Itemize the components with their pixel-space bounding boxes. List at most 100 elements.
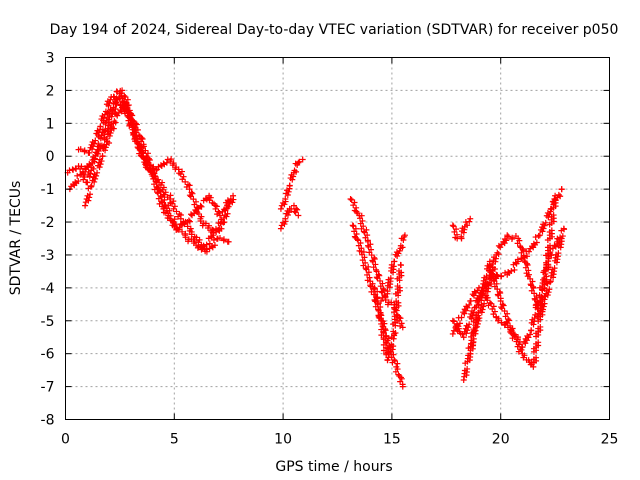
series-track-04: [82, 100, 237, 235]
data-point-interp: [74, 172, 81, 179]
data-point-interp: [503, 237, 510, 244]
series-track-15: [449, 225, 568, 351]
data-point-interp: [75, 178, 82, 185]
data-point-interp: [501, 235, 508, 242]
data-point-interp: [393, 298, 400, 305]
data-point-interp: [494, 249, 501, 256]
data-point-interp: [350, 202, 357, 209]
x-tick-label: 0: [61, 432, 70, 448]
data-point-interp: [535, 339, 542, 346]
data-point-interp: [533, 239, 540, 246]
data-point-interp: [87, 191, 94, 198]
series-track-09: [371, 261, 405, 364]
data-point-interp: [283, 210, 290, 217]
data-point-interp: [495, 251, 502, 258]
data-point-interp: [94, 146, 101, 153]
data-point-interp: [555, 191, 562, 198]
data-point-interp: [292, 160, 299, 167]
data-point-interp: [387, 275, 394, 282]
data-point: [378, 298, 385, 305]
data-point-interp: [507, 328, 514, 335]
data-point-interp: [134, 140, 141, 147]
data-point-interp: [169, 162, 176, 169]
data-point-interp: [543, 261, 550, 268]
data-point-interp: [466, 301, 473, 308]
data-point-interp: [81, 173, 88, 180]
data-point-interp: [197, 202, 204, 209]
data-point-interp: [107, 96, 114, 103]
data-point-interp: [286, 182, 293, 189]
y-tick-label: -5: [41, 314, 55, 330]
data-point-interp: [353, 208, 360, 215]
data-point-interp: [391, 313, 398, 320]
data-point-interp: [99, 152, 106, 159]
data-point-interp: [224, 197, 231, 204]
y-tick-label: -7: [41, 380, 55, 396]
y-tick-label: 1: [46, 116, 55, 132]
data-point: [397, 261, 404, 268]
data-point: [460, 334, 467, 341]
data-point-interp: [467, 297, 474, 304]
data-point-interp: [397, 242, 404, 249]
data-point-interp: [451, 318, 458, 325]
data-point-interp: [206, 240, 213, 247]
data-point-interp: [160, 160, 167, 167]
data-point-interp: [381, 292, 388, 299]
data-point-interp: [279, 199, 286, 206]
data-point-interp: [110, 104, 117, 111]
data-point-interp: [193, 234, 200, 241]
data-point-interp: [167, 158, 174, 165]
data-point-interp: [395, 267, 402, 274]
data-point-interp: [185, 217, 192, 224]
data-point-interp: [550, 212, 557, 219]
data-point-interp: [515, 341, 522, 348]
data-point-interp: [475, 309, 482, 316]
data-point-interp: [96, 156, 103, 163]
data-point-interp: [185, 238, 192, 245]
data-point-interp: [296, 158, 303, 165]
data-point: [219, 219, 226, 226]
y-tick-label: -8: [41, 413, 55, 429]
x-tick-label: 15: [383, 432, 401, 448]
data-point: [79, 169, 86, 176]
data-point-interp: [548, 227, 555, 234]
data-point-interp: [211, 242, 218, 249]
data-point-interp: [136, 147, 143, 154]
data-point-interp: [495, 317, 502, 324]
data-point-interp: [204, 225, 211, 232]
data-point-interp: [78, 163, 85, 170]
data-point-interp: [458, 235, 465, 242]
data-point-interp: [391, 258, 398, 265]
data-point-interp: [163, 159, 170, 166]
y-tick-label: -1: [41, 182, 55, 198]
data-point-interp: [132, 138, 139, 145]
data-point: [160, 205, 167, 212]
data-point: [295, 159, 302, 166]
data-point-interp: [542, 219, 549, 226]
data-point-interp: [533, 354, 540, 361]
data-point-interp: [393, 249, 400, 256]
data-point: [547, 278, 554, 285]
data-point: [230, 192, 237, 199]
data-point-interp: [527, 331, 534, 338]
data-point-interp: [179, 228, 186, 235]
data-point-interp: [182, 234, 189, 241]
data-point: [225, 238, 232, 245]
data-point-interp: [292, 209, 299, 216]
data-point-interp: [202, 195, 209, 202]
data-point-interp: [388, 341, 395, 348]
data-point-interp: [532, 311, 539, 318]
data-point-interp: [528, 327, 535, 334]
data-point-interp: [80, 176, 87, 183]
data-point-interp: [547, 279, 554, 286]
data-point-interp: [109, 124, 116, 131]
chart-title: Day 194 of 2024, Sidereal Day-to-day VTE…: [50, 22, 619, 38]
data-point-interp: [102, 108, 109, 115]
data-point-interp: [279, 219, 286, 226]
data-point-interp: [388, 299, 395, 306]
data-point: [552, 192, 559, 199]
data-point-interp: [146, 162, 153, 169]
data-point: [458, 314, 465, 321]
data-point-interp: [143, 160, 150, 167]
data-point-interp: [188, 231, 195, 238]
